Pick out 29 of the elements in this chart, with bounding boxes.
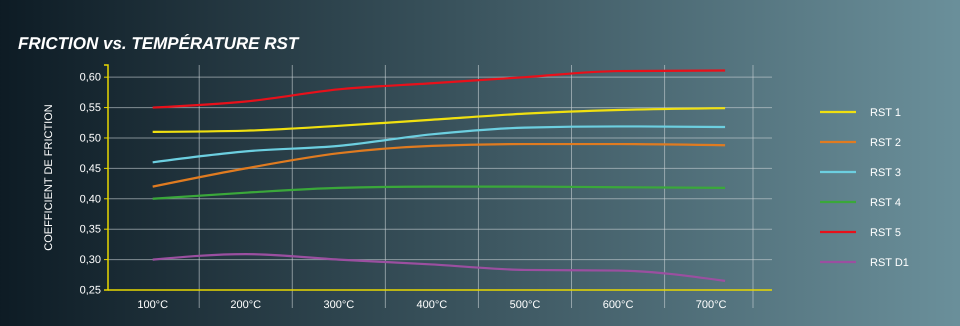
line-series bbox=[152, 69, 726, 109]
y-tick-label: 0,45 bbox=[80, 162, 101, 175]
y-tick-label: 0,55 bbox=[80, 102, 101, 114]
legend-label: RST 3 bbox=[870, 167, 901, 179]
legend-label: RST 1 bbox=[870, 107, 901, 119]
y-tick-label: 0,60 bbox=[80, 72, 101, 84]
x-tick-label: 100°C bbox=[137, 298, 168, 311]
x-tick-label: 700°C bbox=[696, 298, 727, 311]
legend-label: RST 2 bbox=[870, 137, 901, 149]
x-tick-label: 600°C bbox=[602, 298, 634, 311]
x-tick-label: 300°C bbox=[323, 298, 354, 311]
line-series bbox=[152, 125, 726, 164]
x-tick-label: 500°C bbox=[510, 298, 540, 311]
y-tick-label: 0,40 bbox=[80, 193, 101, 206]
y-tick-label: 0,35 bbox=[80, 224, 101, 236]
legend-label: RST D1 bbox=[870, 257, 909, 269]
line-series bbox=[152, 107, 726, 133]
y-tick-label: 0,25 bbox=[80, 284, 101, 297]
line-series bbox=[152, 253, 726, 282]
y-tick-label: 0,50 bbox=[80, 132, 101, 144]
y-tick-label: 0,30 bbox=[80, 254, 101, 266]
legend-label: RST 5 bbox=[870, 227, 901, 239]
legend-label: RST 4 bbox=[870, 197, 901, 209]
x-tick-label: 200°C bbox=[230, 298, 262, 311]
line-series bbox=[152, 186, 726, 200]
line-series bbox=[152, 142, 726, 188]
chart-title: FRICTION vs. TEMPÉRATURE RST bbox=[18, 33, 300, 53]
x-tick-label: 400°C bbox=[416, 298, 448, 311]
y-axis-title: COEFFICIENT DE FRICTION bbox=[43, 104, 55, 251]
